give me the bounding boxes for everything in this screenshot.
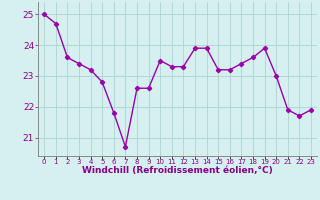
X-axis label: Windchill (Refroidissement éolien,°C): Windchill (Refroidissement éolien,°C) <box>82 166 273 175</box>
